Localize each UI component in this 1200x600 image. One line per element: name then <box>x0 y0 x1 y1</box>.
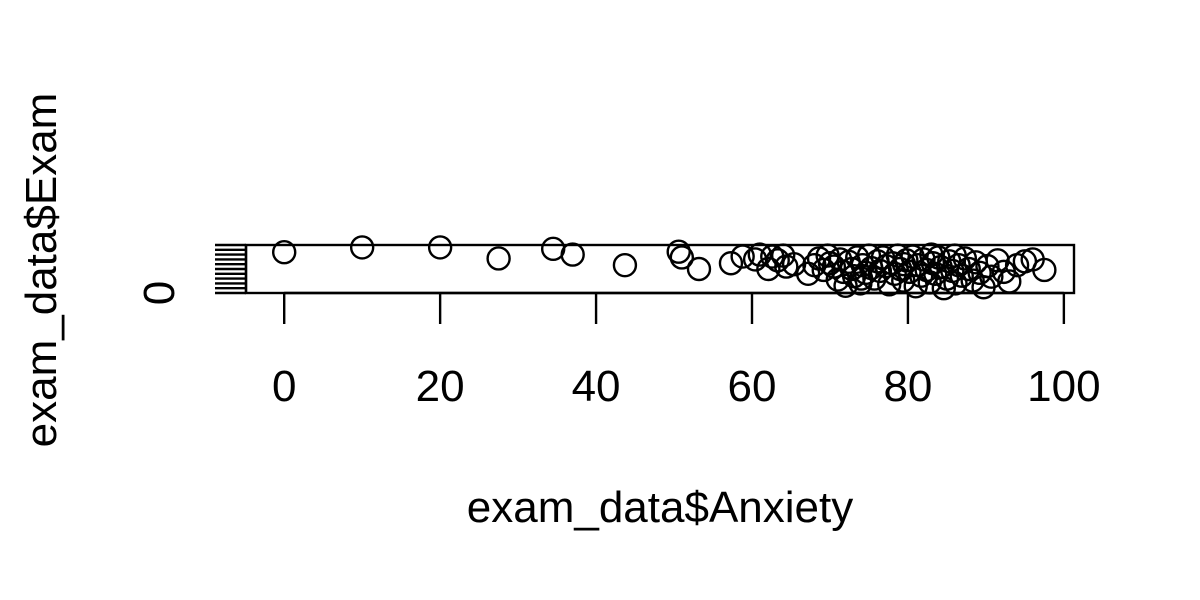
data-point <box>669 245 695 270</box>
x-tick-label: 100 <box>1027 362 1100 411</box>
data-point <box>1032 257 1057 283</box>
x-tick-label: 0 <box>272 362 296 411</box>
x-tick-label: 80 <box>883 362 932 411</box>
x-tick-label: 60 <box>728 362 777 411</box>
data-point <box>817 251 843 276</box>
x-tick-label: 40 <box>572 362 621 411</box>
x-tick-label: 20 <box>416 362 465 411</box>
data-point <box>765 248 790 273</box>
data-point <box>943 271 968 296</box>
y-tick-label: 0 <box>135 281 184 305</box>
data-point <box>427 235 453 260</box>
data-point <box>897 259 922 285</box>
data-point <box>747 242 772 267</box>
y-axis-title: exam_data$Exam <box>17 93 66 448</box>
data-point <box>349 235 375 260</box>
data-point <box>923 261 948 286</box>
plot-frame <box>244 243 1076 295</box>
y-axis: 0 <box>135 243 248 305</box>
data-point <box>756 256 781 282</box>
x-axis-title: exam_data$Anxiety <box>467 483 853 532</box>
data-point <box>486 246 511 271</box>
data-point <box>891 252 917 277</box>
data-point <box>848 266 874 291</box>
x-axis: 0 20 40 60 80 100 <box>272 291 1101 411</box>
data-point <box>718 251 744 276</box>
data-point <box>979 264 1004 289</box>
data-point <box>612 252 638 278</box>
data-point <box>894 248 919 273</box>
data-point <box>686 256 712 282</box>
data-point <box>967 260 992 286</box>
data-point <box>919 242 944 267</box>
data-points <box>272 235 1057 301</box>
data-point <box>560 242 585 267</box>
data-point <box>272 239 297 265</box>
data-point <box>956 256 981 282</box>
data-point <box>666 239 691 264</box>
data-point <box>985 248 1010 273</box>
data-point <box>952 246 978 271</box>
